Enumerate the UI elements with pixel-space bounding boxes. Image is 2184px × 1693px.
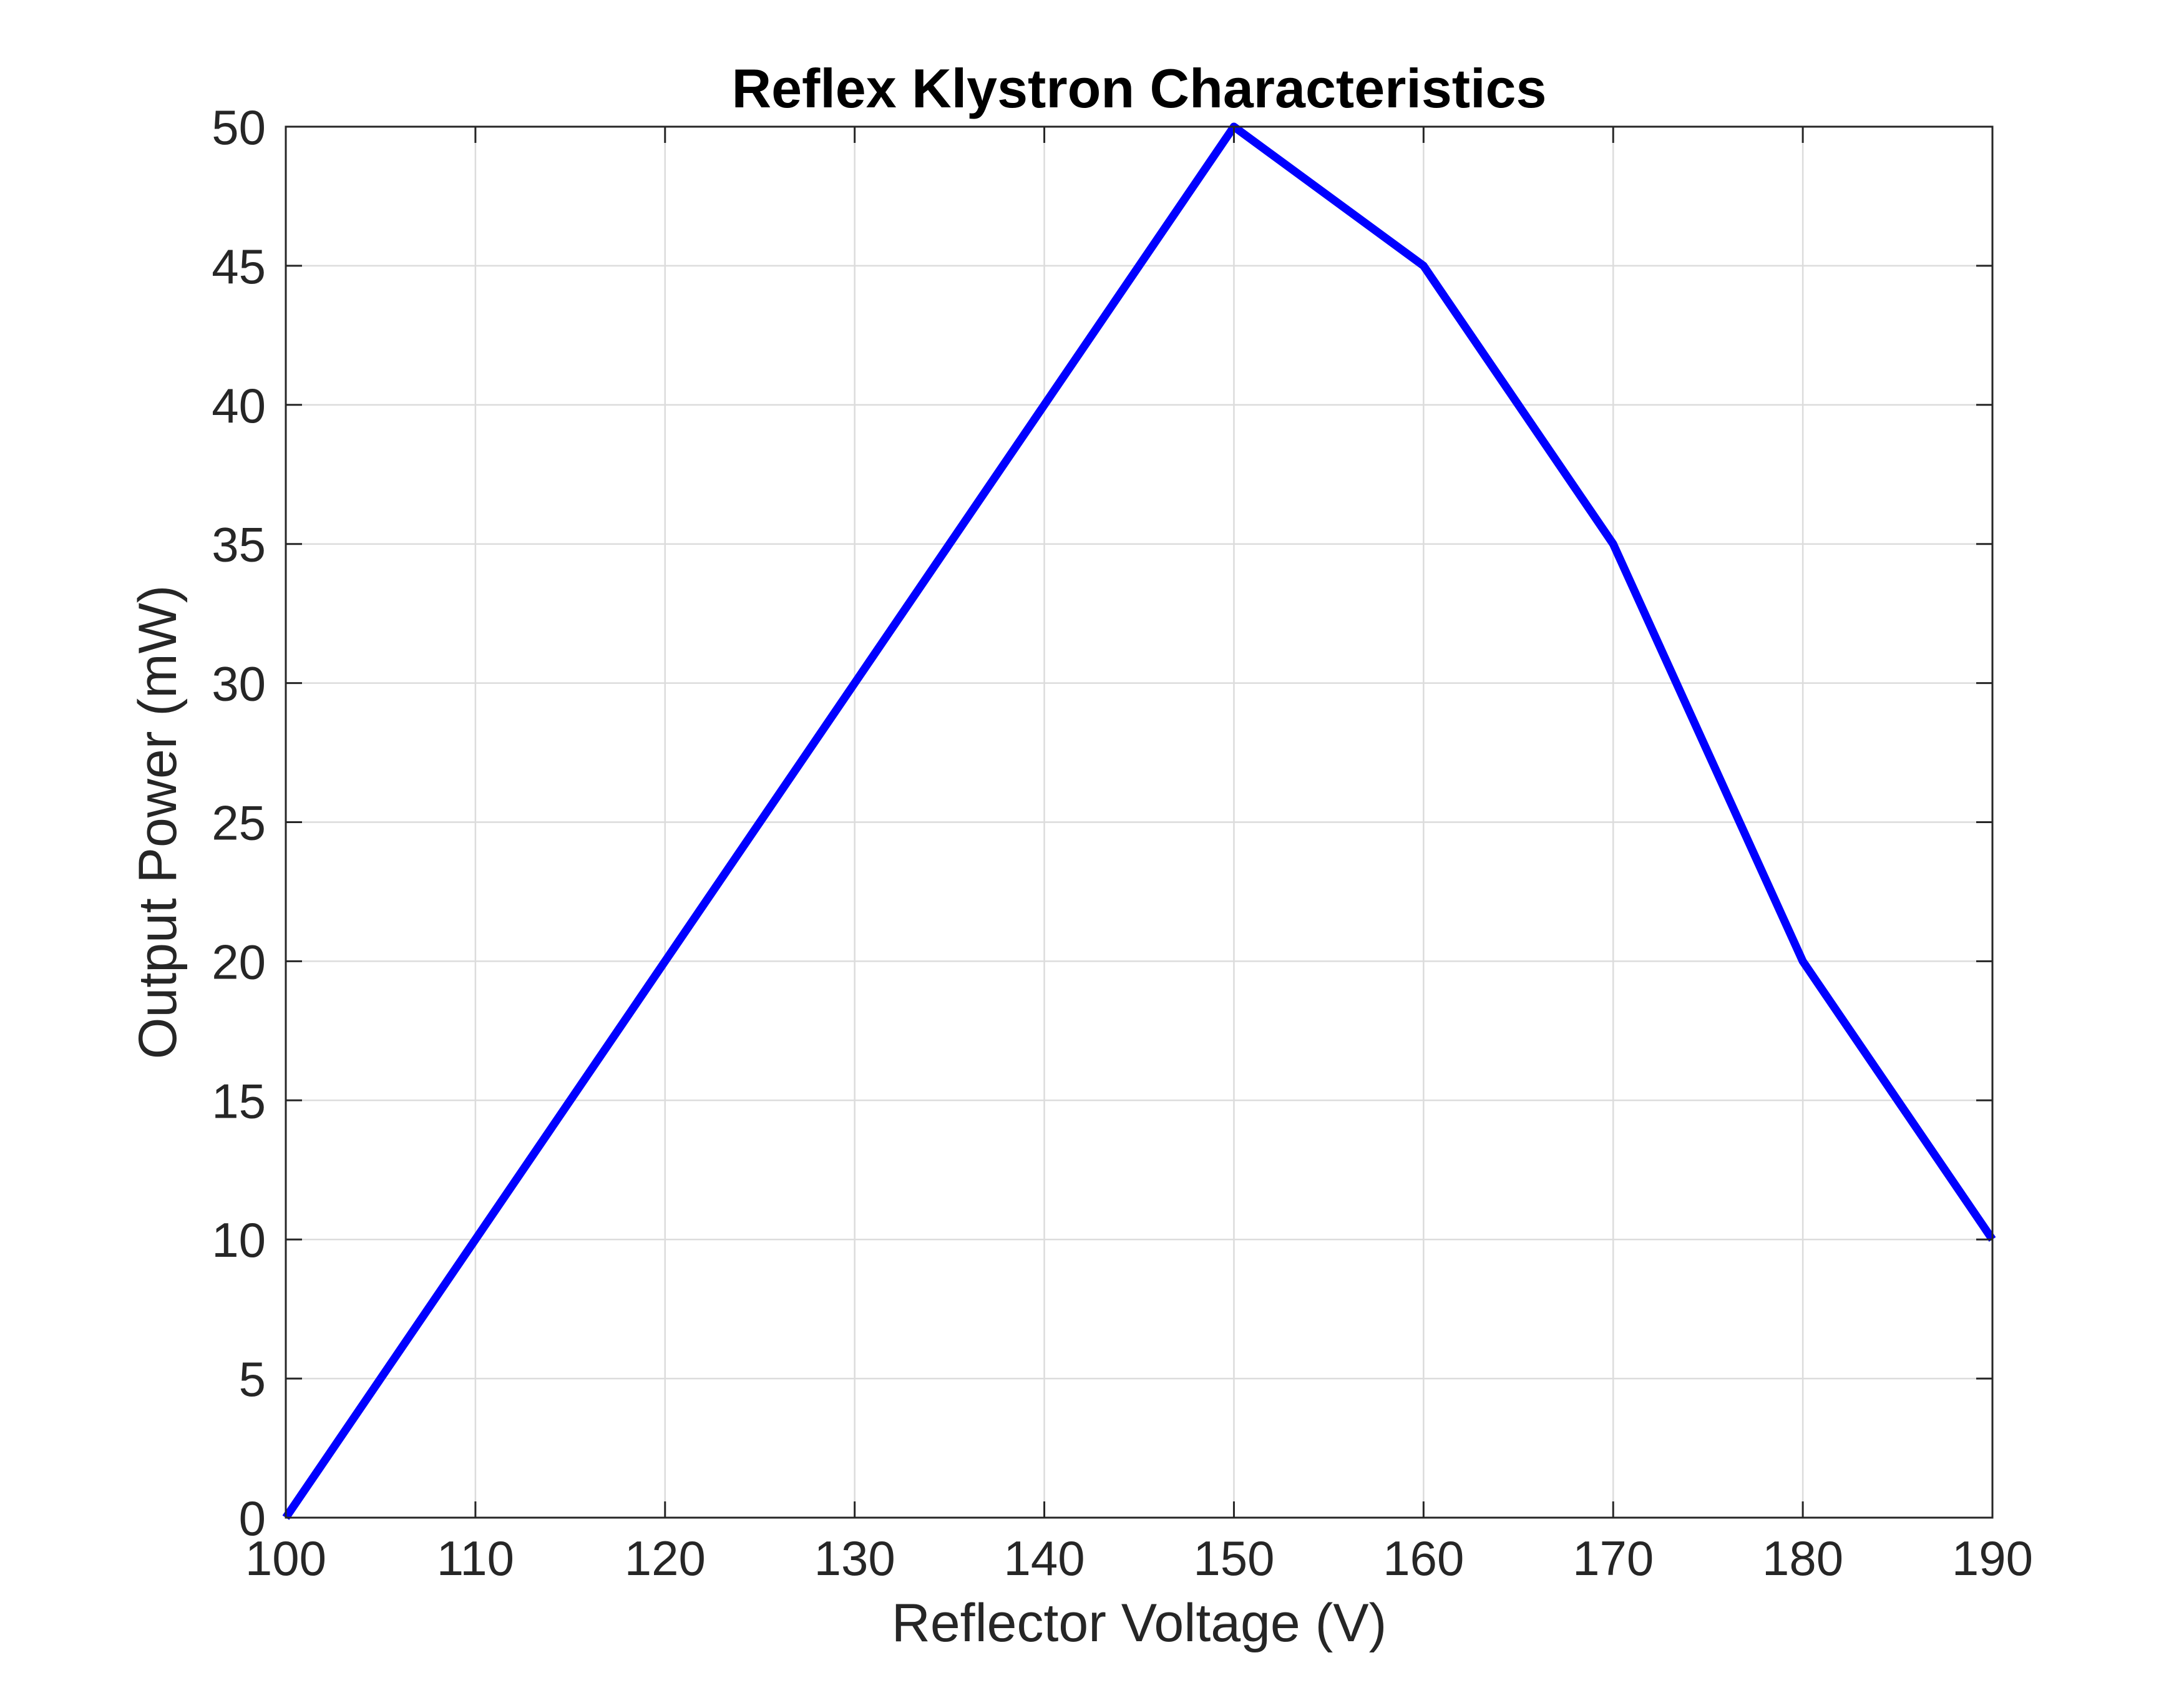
y-tick-label: 10 xyxy=(212,1212,266,1267)
y-tick-label: 50 xyxy=(212,100,266,155)
x-tick-label: 100 xyxy=(245,1531,326,1586)
x-tick-label: 140 xyxy=(1003,1531,1085,1586)
x-tick-label: 190 xyxy=(1952,1531,2033,1586)
y-tick-label: 45 xyxy=(212,239,266,294)
x-axis-label: Reflector Voltage (V) xyxy=(892,1593,1387,1653)
grid xyxy=(285,125,1994,1519)
ticks xyxy=(285,125,1994,1519)
y-tick-label: 15 xyxy=(212,1073,266,1128)
y-tick-label: 30 xyxy=(212,656,266,711)
y-tick-label: 0 xyxy=(239,1491,266,1546)
chart-title: Reflex Klystron Characteristics xyxy=(732,57,1547,119)
x-tick-label: 130 xyxy=(814,1531,895,1586)
y-tick-label: 35 xyxy=(212,517,266,572)
y-tick-label: 40 xyxy=(212,378,266,433)
x-tick-label: 180 xyxy=(1762,1531,1843,1586)
tick-labels: 100 110 120 130 140 150 160 170 180 190 0 5 10 15 20 25… xyxy=(212,100,2033,1586)
series-layer xyxy=(282,122,1996,1520)
x-tick-label: 120 xyxy=(625,1531,706,1586)
x-tick-label: 110 xyxy=(437,1531,514,1586)
x-tick-label: 150 xyxy=(1193,1531,1274,1586)
y-axis-label: Output Power (mW) xyxy=(128,585,188,1060)
series-line xyxy=(282,122,1996,1520)
y-tick-label: 25 xyxy=(212,796,266,851)
x-tick-label: 160 xyxy=(1383,1531,1464,1586)
y-tick-label: 20 xyxy=(212,934,266,989)
y-tick-label: 5 xyxy=(239,1352,266,1407)
x-tick-label: 170 xyxy=(1572,1531,1654,1586)
